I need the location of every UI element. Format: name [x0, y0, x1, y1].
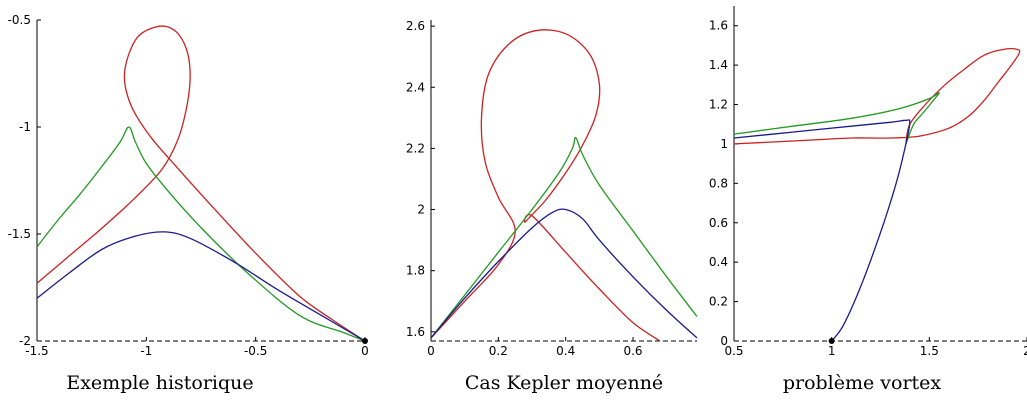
x-tick-label: -1	[140, 344, 152, 358]
x-tick-label: 1.5	[920, 344, 939, 358]
series-line-1	[37, 126, 366, 342]
x-tick-label: 0	[361, 344, 369, 358]
series-line-2	[431, 208, 698, 339]
endpoint-marker	[362, 338, 368, 344]
y-tick-label: 1.6	[406, 325, 425, 339]
x-tick-label: 0	[427, 344, 435, 358]
y-tick-label: 2.4	[406, 80, 425, 94]
panel-vortex: 0.5 1 1.5 2 0 0.2 0.4 0.6 0.8 1 1.2 1.4 1.6 problème…	[709, 6, 1027, 394]
y-tick-label: 0.4	[709, 255, 728, 269]
series-line-0	[431, 29, 661, 342]
y-tick-label: 1.6	[709, 19, 728, 33]
y-tick-label: 2.2	[406, 141, 425, 155]
x-tick-label: 0.2	[489, 344, 508, 358]
y-tick-label: 0.8	[709, 176, 728, 190]
series-line-1	[734, 92, 940, 145]
series-line-0	[734, 48, 1021, 145]
y-tick-label: -0.5	[8, 13, 31, 27]
y-tick-label: -1.5	[8, 227, 31, 241]
series-line-2	[734, 119, 911, 342]
x-tick-label: 2	[1023, 344, 1027, 358]
y-tick-label: 0.2	[709, 295, 728, 309]
panel-title-historique: Exemple historique	[66, 372, 253, 394]
panel-kepler: 0 0.2 0.4 0.6 1.6 1.8 2 2.2 2.4 2.6 Cas Kepler mo…	[406, 19, 698, 394]
x-tick-label: -0.5	[244, 344, 267, 358]
endpoint-marker	[828, 338, 835, 344]
series-line-0	[37, 25, 366, 342]
y-tick-label: 2	[417, 203, 425, 217]
x-tick-label: 0.6	[623, 344, 642, 358]
y-tick-label: 0	[720, 334, 728, 348]
y-tick-label: 0.6	[709, 216, 728, 230]
x-tick-label: 0.4	[556, 344, 575, 358]
y-tick-label: 2.6	[406, 19, 425, 33]
y-tick-label: 1	[720, 137, 728, 151]
panel-title-kepler: Cas Kepler moyenné	[465, 372, 663, 394]
x-tick-label: 1	[828, 344, 836, 358]
panel-historique: -1.5 -1 -0.5 0-2-1.5-1-0.5 Exemple historiq…	[8, 13, 369, 394]
series-line-1	[431, 136, 698, 339]
series-line-2	[37, 231, 366, 342]
y-tick-label: 1.2	[709, 98, 728, 112]
y-tick-label: -1	[19, 120, 31, 134]
y-tick-label: 1.4	[709, 58, 728, 72]
y-tick-label: -2	[19, 334, 31, 348]
panel-title-vortex: problème vortex	[783, 372, 942, 394]
x-tick-label: -1.5	[25, 344, 48, 358]
y-tick-label: 1.8	[406, 264, 425, 278]
x-tick-label: 0.5	[724, 344, 743, 358]
